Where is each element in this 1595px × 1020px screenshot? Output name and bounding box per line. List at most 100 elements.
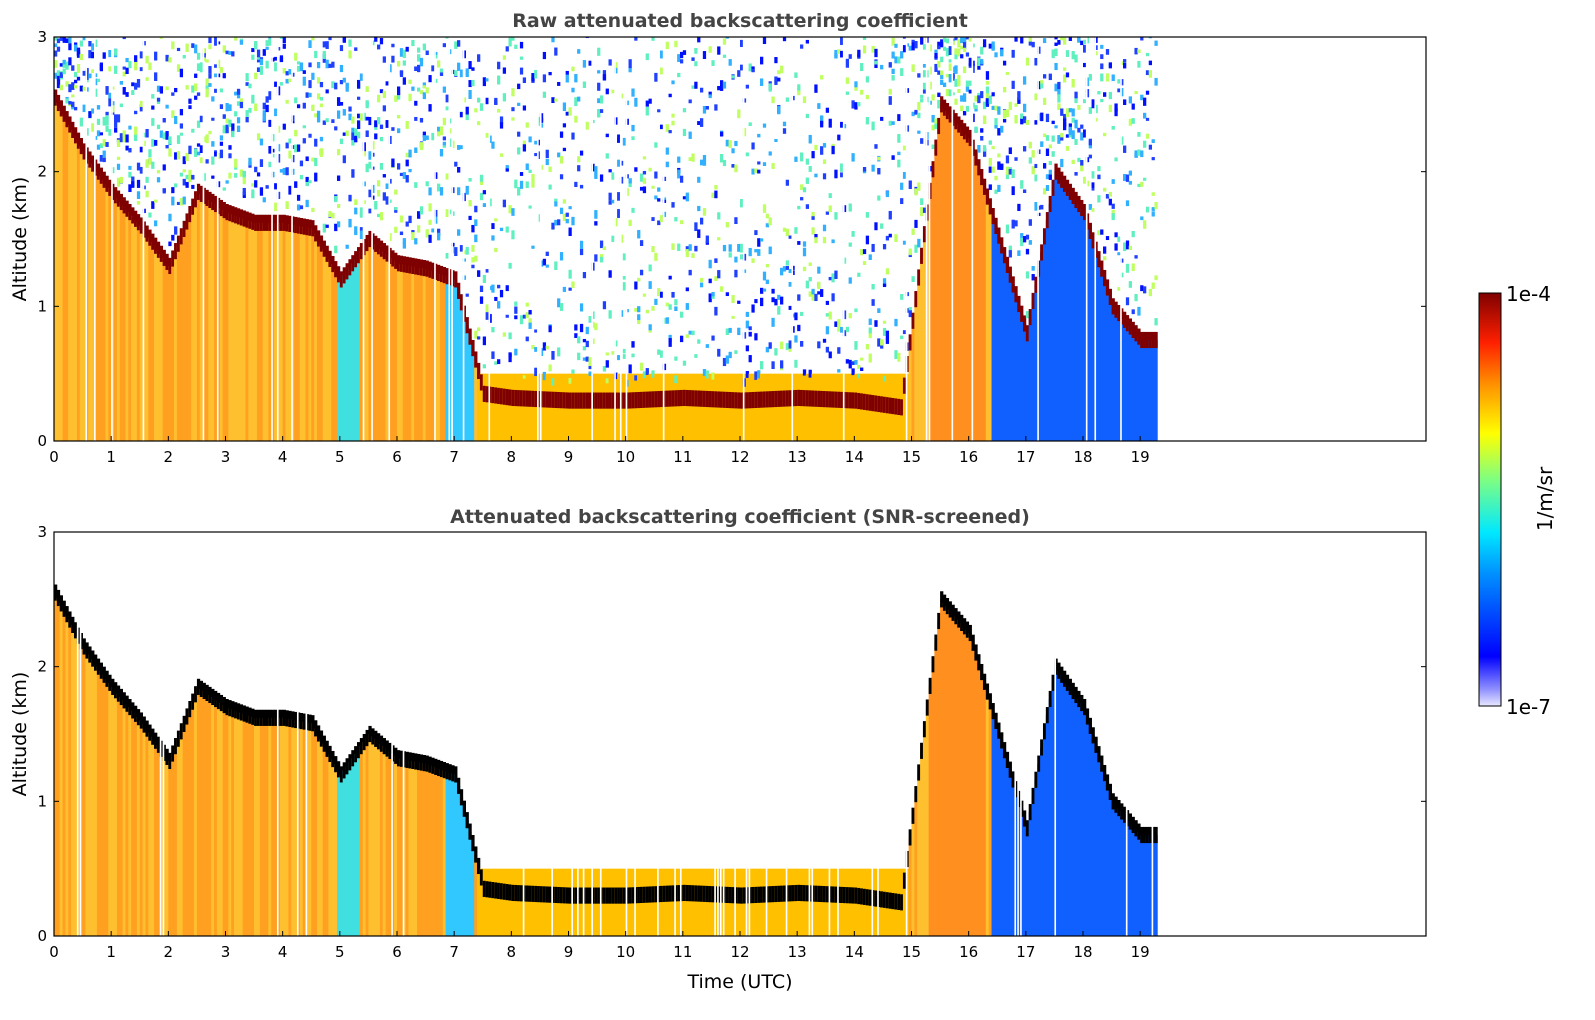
cloud-layer-cell bbox=[617, 887, 621, 904]
noise-cell bbox=[422, 43, 426, 51]
noise-cell bbox=[574, 333, 578, 338]
noise-cell bbox=[188, 105, 192, 110]
noise-cell bbox=[262, 113, 266, 122]
cloud-layer-cell bbox=[974, 644, 978, 661]
noise-cell bbox=[1128, 281, 1132, 288]
noise-cell bbox=[391, 158, 395, 168]
noise-cell bbox=[994, 105, 998, 111]
noise-cell bbox=[785, 260, 789, 266]
noise-cell bbox=[882, 320, 887, 324]
noise-cell bbox=[239, 101, 244, 109]
noise-cell bbox=[925, 139, 930, 146]
heatmap-column bbox=[162, 257, 166, 441]
noise-cell bbox=[891, 121, 895, 125]
cloud-layer-cell bbox=[174, 243, 178, 260]
gap-column bbox=[719, 532, 722, 936]
noise-cell bbox=[296, 204, 301, 211]
noise-cell bbox=[708, 293, 712, 303]
gap-column bbox=[1125, 532, 1128, 936]
noise-cell bbox=[579, 248, 584, 256]
noise-cell bbox=[851, 153, 855, 162]
noise-cell bbox=[605, 360, 609, 368]
noise-cell bbox=[265, 40, 269, 47]
noise-cell bbox=[368, 189, 372, 198]
gap-column bbox=[371, 37, 373, 441]
heatmap-column bbox=[674, 868, 678, 936]
cloud-layer-cell bbox=[611, 887, 615, 904]
noise-cell bbox=[565, 70, 569, 76]
noise-cell bbox=[88, 50, 92, 59]
top-panel: Raw attenuated backscattering coefficien… bbox=[9, 10, 1427, 466]
cloud-layer-cell bbox=[551, 391, 555, 408]
noise-cell bbox=[1145, 52, 1150, 57]
noise-cell bbox=[254, 103, 258, 112]
noise-cell bbox=[299, 63, 304, 68]
cloud-layer-cell bbox=[925, 204, 930, 221]
noise-cell bbox=[545, 264, 549, 268]
noise-cell bbox=[256, 133, 261, 141]
heatmap-column bbox=[528, 373, 532, 441]
noise-cell bbox=[1040, 141, 1044, 147]
noise-cell bbox=[622, 253, 627, 261]
noise-cell bbox=[176, 201, 181, 206]
cloud-layer-cell bbox=[605, 392, 609, 409]
heatmap-column bbox=[388, 750, 392, 936]
noise-cell bbox=[128, 61, 132, 69]
heatmap-column bbox=[1128, 821, 1132, 936]
heatmap-column bbox=[314, 233, 318, 441]
heatmap-column bbox=[419, 762, 424, 936]
noise-cell bbox=[634, 281, 638, 290]
noise-cell bbox=[417, 47, 421, 53]
noise-cell bbox=[754, 168, 758, 174]
noise-cell bbox=[482, 77, 487, 87]
noise-cell bbox=[191, 174, 195, 180]
noise-cell bbox=[176, 64, 181, 72]
cloud-layer-cell bbox=[88, 646, 92, 663]
cloud-layer-cell bbox=[419, 259, 424, 276]
cloud-layer-cell bbox=[948, 106, 952, 123]
noise-cell bbox=[914, 41, 918, 49]
noise-cell bbox=[1148, 288, 1152, 297]
cloud-layer-cell bbox=[148, 229, 152, 246]
cloud-layer-cell bbox=[262, 214, 266, 231]
gap-column bbox=[462, 37, 465, 441]
noise-cell bbox=[811, 288, 815, 295]
noise-cell bbox=[54, 24, 57, 31]
noise-cell bbox=[582, 357, 587, 361]
noise-cell bbox=[191, 85, 195, 93]
cloud-layer-cell bbox=[328, 250, 332, 268]
noise-cell bbox=[468, 80, 472, 88]
noise-cell bbox=[968, 80, 972, 86]
noise-cell bbox=[442, 136, 446, 141]
noise-cell bbox=[171, 196, 175, 206]
noise-cell bbox=[642, 156, 647, 160]
noise-cell bbox=[988, 95, 992, 105]
noise-cell bbox=[834, 270, 838, 279]
cloud-layer-cell bbox=[871, 395, 875, 412]
noise-cell bbox=[982, 101, 987, 110]
noise-cell bbox=[594, 221, 598, 226]
heatmap-column bbox=[165, 261, 169, 441]
cloud-layer-cell bbox=[1042, 228, 1047, 245]
noise-cell bbox=[782, 227, 787, 232]
cloud-layer-cell bbox=[528, 390, 532, 407]
gap-column bbox=[551, 532, 553, 936]
noise-cell bbox=[1071, 130, 1075, 140]
cloud-layer-cell bbox=[802, 390, 807, 407]
heatmap-column bbox=[365, 243, 369, 441]
noise-cell bbox=[885, 338, 890, 344]
cloud-layer-cell bbox=[79, 138, 83, 155]
noise-cell bbox=[256, 67, 261, 72]
noise-cell bbox=[1005, 224, 1010, 234]
noise-cell bbox=[557, 298, 561, 308]
noise-cell bbox=[368, 208, 372, 214]
gap-column bbox=[159, 532, 162, 936]
cloud-layer-cell bbox=[91, 650, 95, 667]
cloud-layer-cell bbox=[314, 225, 318, 242]
gap-column bbox=[1017, 532, 1019, 936]
noise-cell bbox=[594, 174, 598, 179]
noise-cell bbox=[376, 213, 381, 218]
heatmap-column bbox=[1148, 835, 1152, 936]
noise-cell bbox=[911, 276, 915, 282]
noise-cell bbox=[657, 288, 661, 297]
